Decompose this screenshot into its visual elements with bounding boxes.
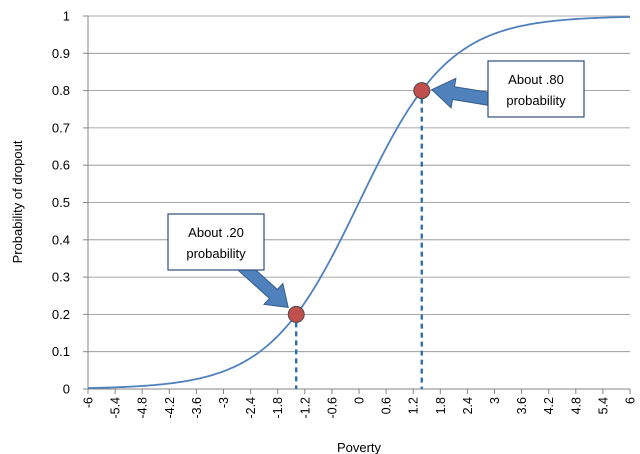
x-tick-label: 2.4 — [461, 397, 475, 414]
x-tick-label: -6 — [82, 397, 96, 408]
x-tick-label: -4.2 — [163, 397, 177, 419]
x-tick-label: 1.8 — [434, 397, 448, 414]
x-tick-label: 4.8 — [569, 397, 583, 414]
curve-layer — [87, 16, 631, 389]
annotation-low-line1: About .20 — [188, 225, 244, 240]
x-tick-label: 5.4 — [596, 397, 610, 414]
y-tick-label: 0.7 — [52, 120, 70, 135]
annotation-low-box — [167, 213, 265, 271]
x-tick-label: -5.4 — [109, 397, 123, 419]
x-tick-label: -0.6 — [325, 397, 339, 419]
y-tick-label: 0.4 — [52, 232, 70, 247]
probability-curve — [87, 16, 631, 389]
annotation-high: About .80 probability — [430, 60, 585, 118]
annotation-high-line1: About .80 — [508, 72, 564, 87]
annotation-high-box — [487, 60, 585, 118]
x-tick-label: 0 — [353, 397, 367, 404]
x-tick-label: -3.6 — [190, 397, 204, 419]
y-tick-label: 0.6 — [52, 158, 70, 173]
y-tick-label: 1 — [63, 9, 70, 24]
axes — [83, 15, 631, 394]
y-axis-label: Probability of dropout — [10, 140, 25, 263]
y-tick-labels: 0 0.1 0.2 0.3 0.4 0.5 0.6 0.7 0.8 0.9 1 — [52, 9, 70, 397]
x-tick-label: 3.6 — [515, 397, 529, 414]
x-tick-label: -2.4 — [244, 397, 258, 419]
annotation-low-line2: probability — [186, 246, 246, 261]
x-tick-label: -1.2 — [298, 397, 312, 419]
x-tick-label: 4.2 — [542, 397, 556, 414]
y-tick-label: 0.5 — [52, 195, 70, 210]
x-tick-labels: -6 -5.4 -4.8 -4.2 -3.6 -3 -2.4 -1.8 -1.2 -0.6 0 0.6… — [82, 397, 638, 419]
dashed-guides — [295, 98, 423, 389]
highlight-points — [287, 82, 431, 323]
x-tick-label: 1.2 — [407, 397, 421, 414]
y-tick-label: 0.1 — [52, 344, 70, 359]
y-tick-label: 0.2 — [52, 307, 70, 322]
x-tick-label: -4.8 — [136, 397, 150, 419]
y-tick-label: 0 — [63, 382, 70, 397]
x-tick-label: 3 — [488, 397, 502, 404]
annotation-high-line2: probability — [506, 93, 566, 108]
x-tick-label: 0.6 — [380, 397, 394, 414]
y-tick-label: 0.8 — [52, 83, 70, 98]
y-tick-label: 0.9 — [52, 46, 70, 61]
highlight-point — [287, 305, 305, 323]
annotation-high-arrow — [430, 77, 492, 109]
x-tick-label: -3 — [217, 397, 231, 408]
annotation-low: About .20 probability — [167, 213, 289, 308]
x-tick-label: 6 — [624, 397, 638, 404]
x-axis-label: Poverty — [337, 440, 382, 454]
x-tick-label: -1.8 — [271, 397, 285, 419]
highlight-point — [413, 82, 431, 100]
y-tick-label: 0.3 — [52, 270, 70, 285]
